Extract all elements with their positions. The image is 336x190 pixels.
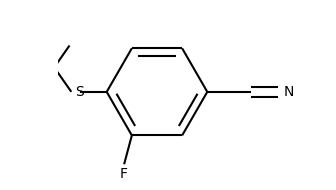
Text: N: N [284, 85, 294, 99]
Text: S: S [76, 85, 84, 99]
Text: F: F [120, 167, 128, 181]
